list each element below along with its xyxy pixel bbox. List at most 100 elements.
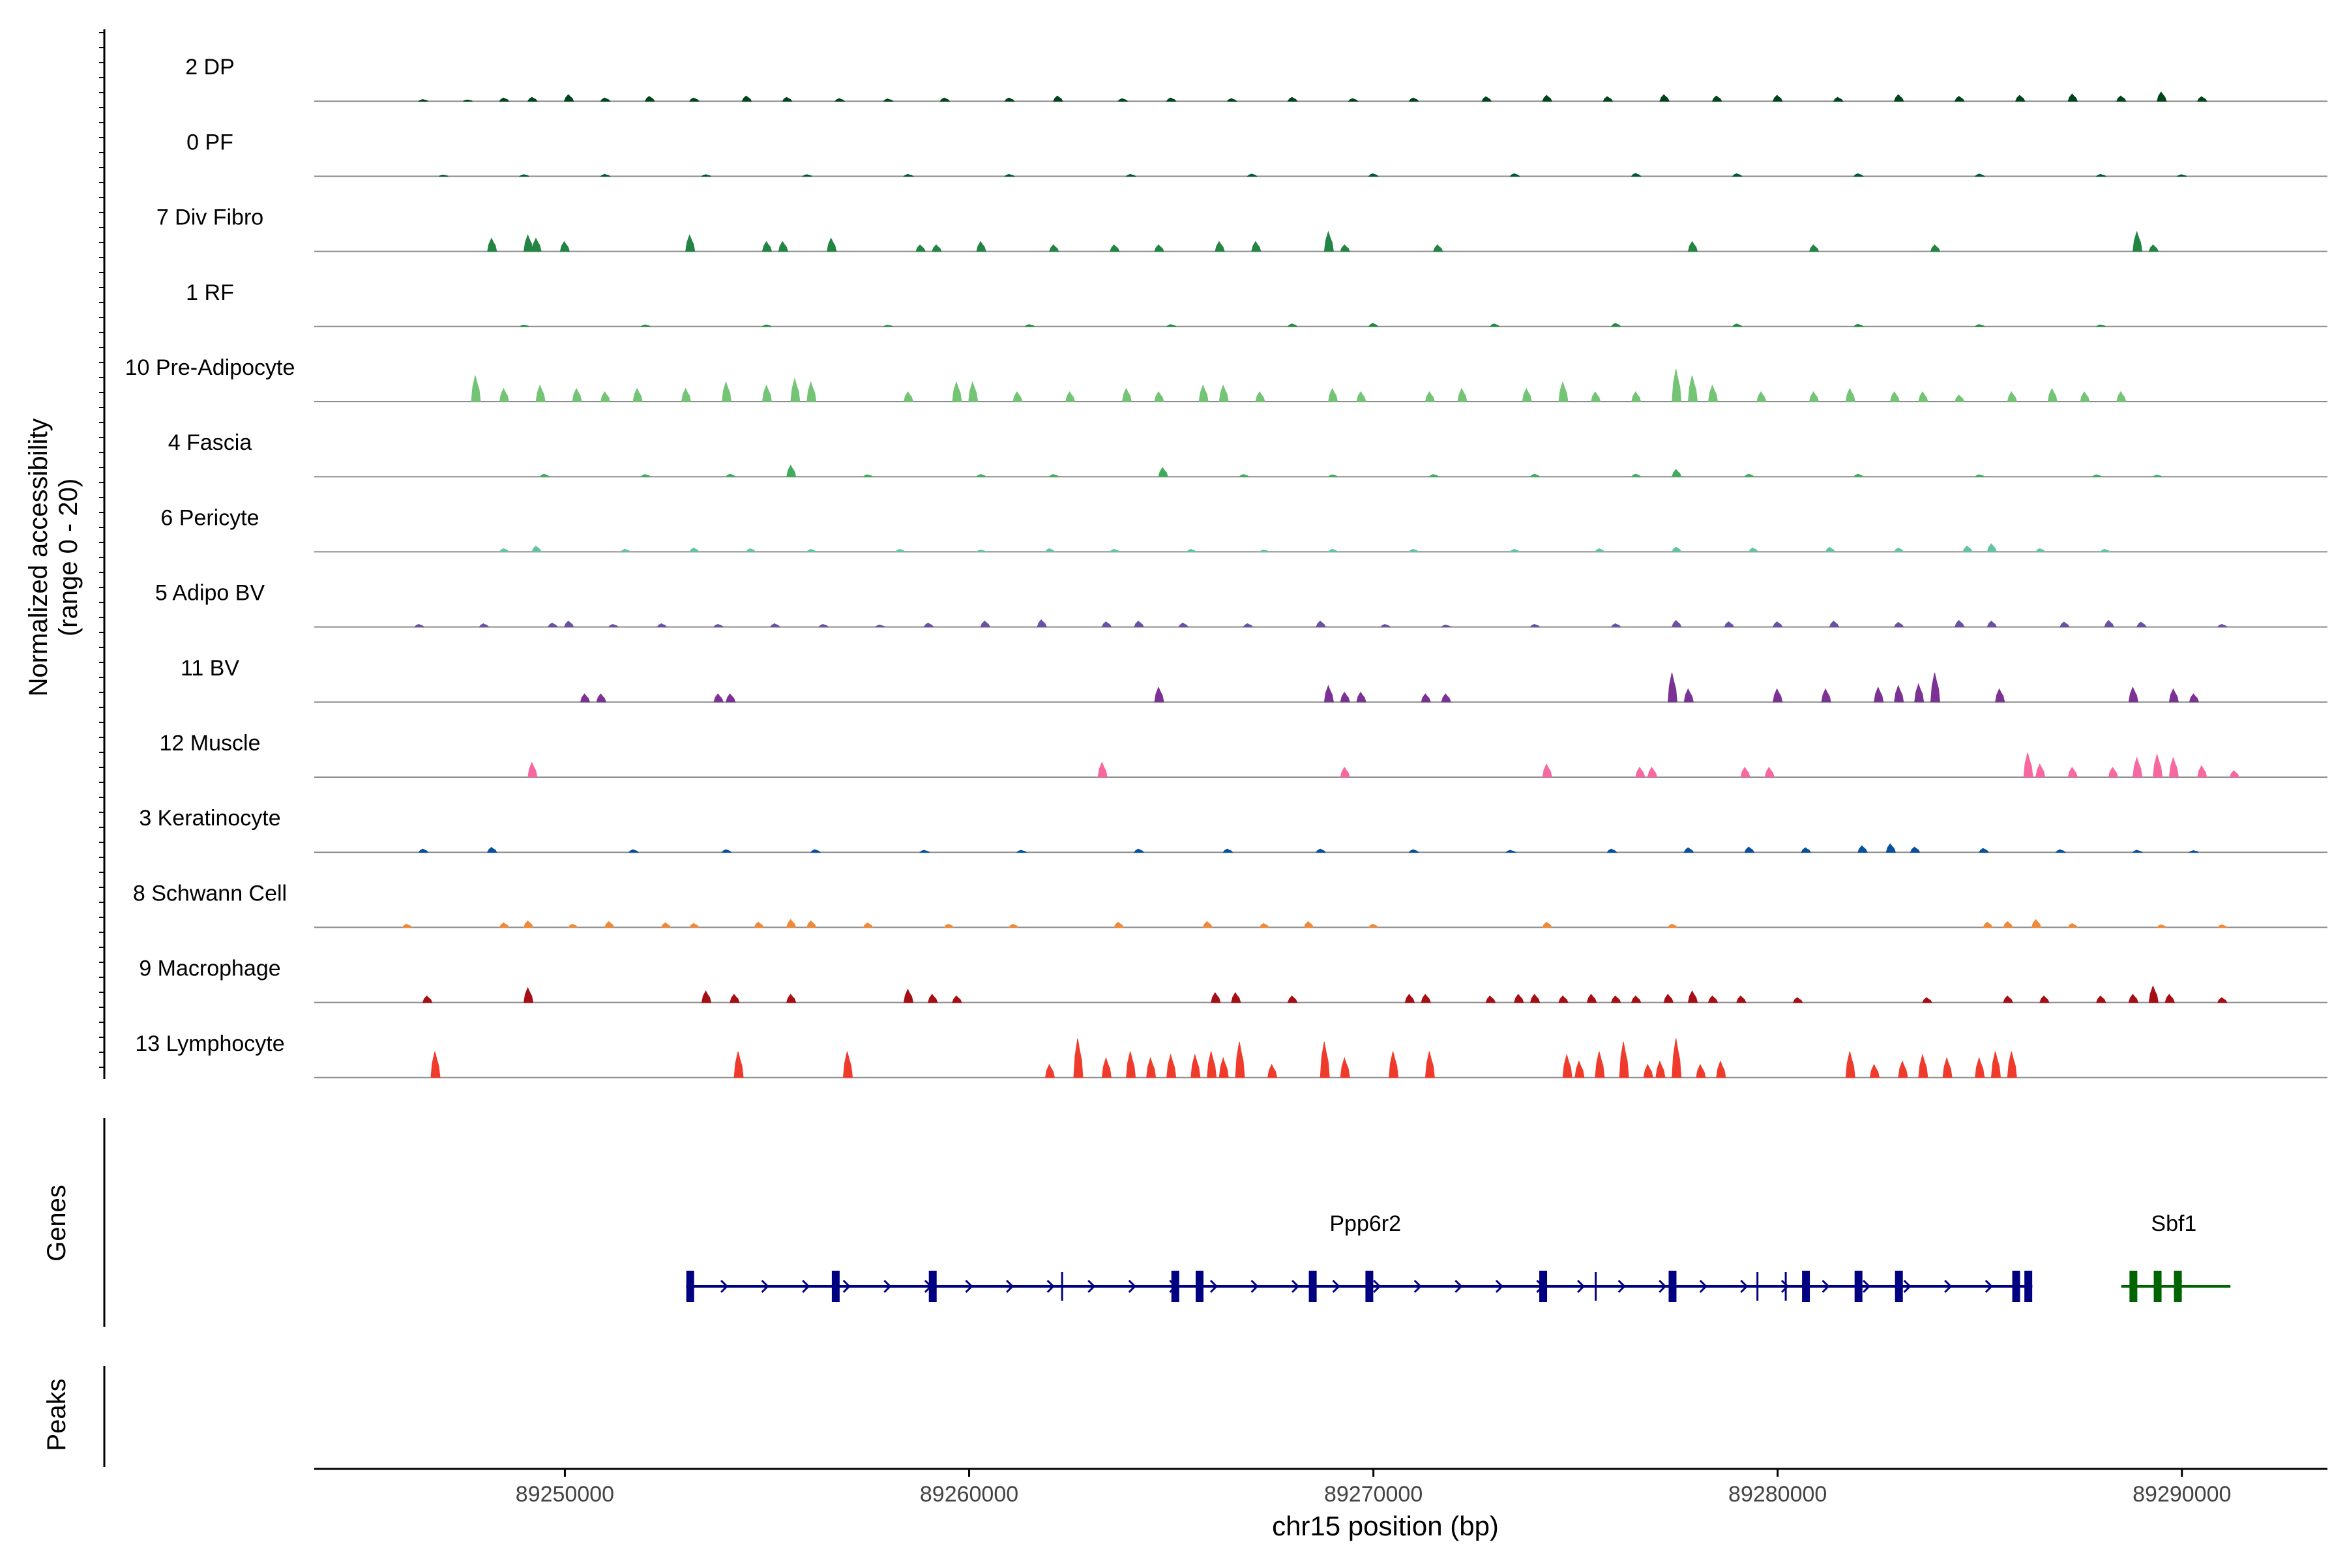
coverage-peak [1845,1051,1855,1078]
strand-arrow [1291,1279,1300,1294]
coverage-peak [2157,91,2167,102]
coverage-peak [863,474,874,477]
coverage-peak [1065,391,1076,402]
coverage-peak [402,923,413,928]
coverage-peak [801,174,812,177]
coverage-peak [1772,621,1783,628]
coverage-peak [1134,848,1145,853]
gene-exon [686,1271,694,1302]
coverage-peak [1990,1051,2001,1078]
coverage-peak [915,244,926,252]
coverage-peak [1408,849,1419,853]
coverage-peak [547,623,558,628]
gene-exon [1308,1271,1317,1302]
coverage-peak [1606,848,1617,853]
coverage-peak [1368,323,1379,327]
coverage-peak [422,995,433,1003]
coverage-peak [1303,921,1314,928]
coverage-peak [1323,685,1334,703]
strand-arrow [802,1279,810,1294]
coverage-peak [1808,244,1820,252]
coverage-peak [932,244,942,252]
x-axis-label: chr15 position (bp) [1272,1511,1499,1541]
coverage-peak [2091,474,2103,477]
coverage-peak [418,848,429,853]
coverage-peak [1327,548,1338,552]
coverage-peak [1048,474,1060,477]
coverage-peak [1792,997,1803,1003]
coverage-peak [1696,1063,1706,1078]
coverage-peak [1853,173,1865,177]
track-7-div-fibro: 7 Div Fibro [156,205,2327,252]
track-label: 2 DP [185,55,235,80]
coverage-peak [1942,1057,1953,1078]
coverage-peak [1109,548,1121,552]
coverage-peak [499,387,510,402]
track-label: 6 Pericyte [160,505,259,530]
coverage-peak [1586,994,1597,1003]
coverage-peak [952,381,962,402]
coverage-peak [1910,846,1921,853]
coverage-peak [1008,923,1019,928]
coverage-peak [1424,1051,1435,1078]
coverage-peak [1327,474,1339,477]
coverage-peak [952,995,962,1003]
coverage-peak [1529,994,1541,1003]
coverage-peak [2039,995,2050,1003]
coverage-peak [1509,548,1520,552]
strand-arrow [1250,1279,1259,1294]
coverage-peak [1602,96,1614,102]
coverage-peak [980,620,991,628]
gene-exon [1365,1271,1374,1302]
coverage-peak [1218,384,1229,402]
coverage-peak [1736,995,1747,1003]
coverage-peak [531,237,542,252]
coverage-peak [1114,921,1124,928]
coverage-peak [1610,995,1621,1003]
coverage-peak [1110,244,1120,252]
coverage-peak [1542,763,1552,778]
coverage-peak [1340,691,1350,703]
coverage-peak [1974,324,1986,327]
coverage-peak [524,986,534,1003]
coverage-peak [1595,1051,1605,1078]
coverage-peak [1914,683,1925,703]
coverage-peak [2229,770,2240,778]
coverage-peak [1117,98,1129,102]
coverage-peak [1995,688,2005,703]
track-label: 13 Lymphocyte [135,1031,284,1056]
coverage-peak [1983,921,1993,928]
gene-exon [1802,1271,1810,1302]
coverage-peak [1328,387,1338,402]
coverage-peak [1316,620,1326,628]
coverage-peak [806,548,818,552]
coverage-peak [1829,620,1840,628]
coverage-peak [2168,688,2179,703]
coverage-peak [2099,548,2111,552]
coverage-peak [1408,548,1419,552]
track-label: 3 Keratinocyte [139,806,280,831]
strand-arrow [883,1279,892,1294]
coverage-peak [818,624,829,628]
coverage-peak [1922,997,1932,1003]
coverage-peak [1218,1057,1229,1078]
coverage-peak [1672,1038,1682,1078]
coverage-peak [1631,995,1642,1003]
coverage-peak [1930,672,1941,703]
coverage-peak [726,693,736,703]
gene-exon [1668,1271,1677,1302]
strand-arrow [1373,1279,1381,1294]
coverage-peak [2035,763,2046,778]
strand-arrow [1780,1279,1790,1294]
strand-arrow [1985,1279,1993,1294]
coverage-peak [499,97,510,102]
coverage-peak [604,921,615,928]
coverage-peak [2133,230,2143,252]
coverage-peak [1287,995,1298,1003]
track-label: 10 Pre-Adipocyte [125,355,295,380]
coverage-peak [1687,241,1698,252]
coverage-peak [1421,994,1431,1003]
coverage-peak [1558,381,1569,402]
coverage-peak [1898,1060,1908,1078]
coverage-peak [657,623,668,628]
